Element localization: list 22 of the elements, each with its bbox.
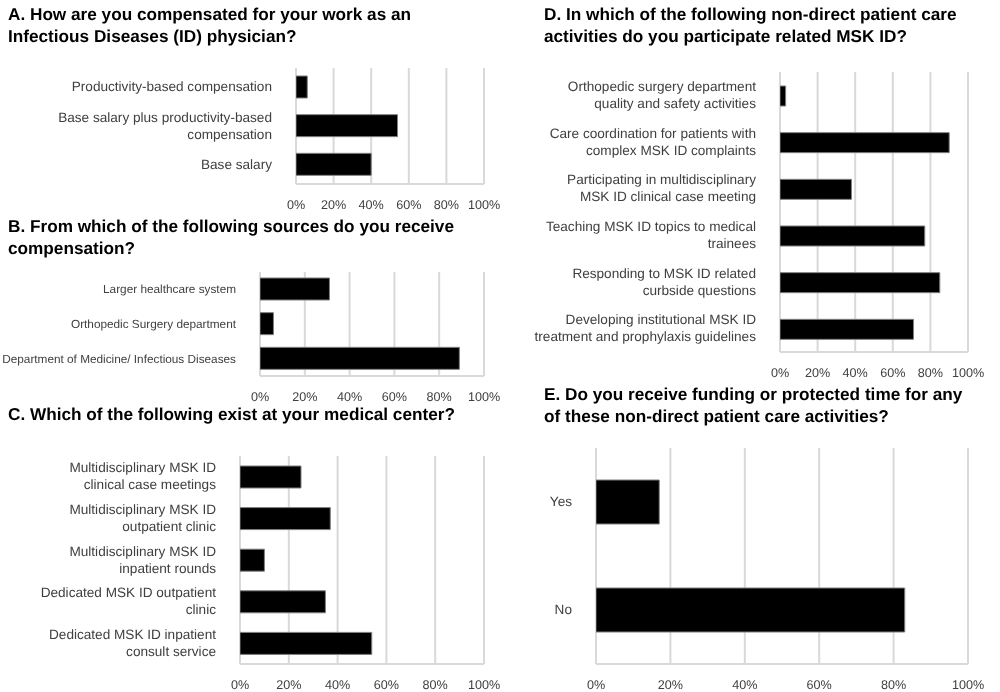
bar [240,465,302,489]
bar [240,548,265,572]
bar [780,178,852,200]
bar [240,590,326,614]
bar [780,225,926,247]
bar [780,318,914,340]
bar [260,346,460,370]
bar [296,114,399,138]
bar [260,277,330,301]
chart-title: B. From which of the following sources do you receive compensation? [6,214,456,262]
bar [240,631,373,655]
chart-title: A. How are you compensated for your work as an Infectious Diseases (ID) physician? [6,2,414,50]
bar [296,75,308,99]
bar [296,152,372,176]
bar [780,132,950,154]
chart-title: D. In which of the following non-direct patient care activities do you participate related MSK ID? [542,2,959,50]
chart-title: E. Do you receive funding or protected time for any of these non-direct patient care activities? [542,382,965,430]
bar [780,272,941,294]
bar [240,507,331,531]
bar [260,312,274,336]
bar [780,85,787,107]
chart-title: C. Which of the following exist at your medical center? [6,402,457,428]
